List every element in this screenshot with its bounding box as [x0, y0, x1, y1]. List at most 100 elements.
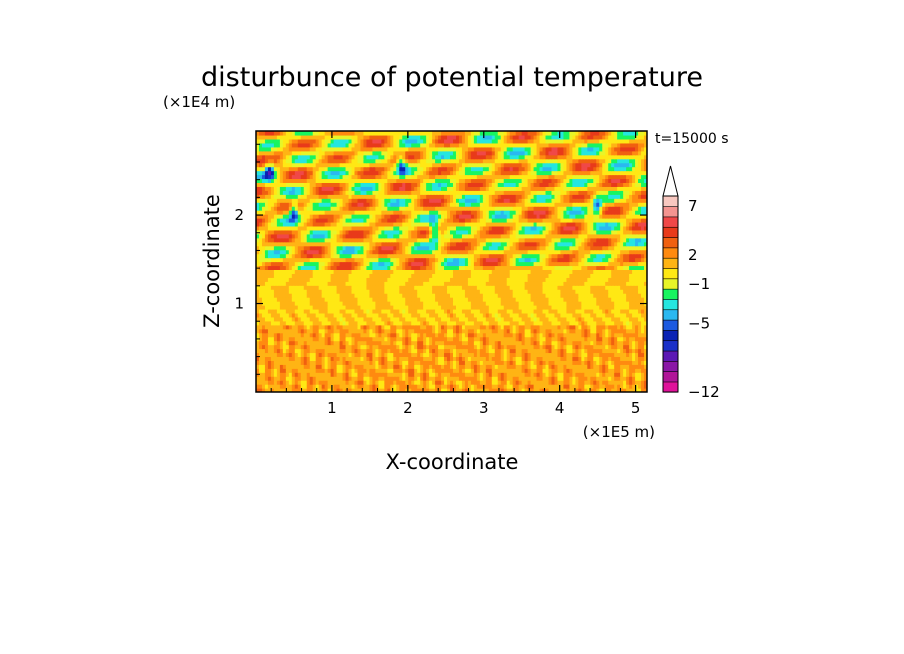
field-cell	[435, 340, 439, 346]
field-cell	[354, 336, 359, 342]
field-cell	[479, 372, 484, 377]
field-cell	[390, 384, 394, 389]
field-cell	[500, 368, 505, 373]
field-cell	[536, 269, 541, 274]
field-cell	[423, 320, 427, 326]
field-cell	[273, 368, 278, 373]
field-cell	[515, 328, 520, 334]
field-cell	[500, 324, 505, 330]
field-cell	[372, 261, 376, 267]
field-cell	[285, 253, 290, 259]
field-cell	[291, 384, 296, 389]
field-cell	[396, 368, 400, 373]
field-cell	[524, 316, 529, 322]
field-cell	[548, 376, 553, 381]
field-cell	[258, 257, 263, 263]
field-cell	[620, 336, 624, 342]
field-cell	[381, 336, 385, 342]
field-cell	[599, 388, 603, 392]
field-cell	[533, 281, 538, 286]
field-cell	[602, 344, 606, 350]
field-cell	[590, 344, 594, 350]
field-cell	[348, 269, 353, 274]
field-cell	[509, 332, 514, 338]
field-cell	[491, 297, 496, 302]
field-cell	[378, 265, 382, 270]
field-cell	[300, 245, 305, 251]
field-cell	[620, 293, 624, 298]
field-cell	[596, 308, 600, 314]
field-cell	[620, 328, 624, 334]
field-cell	[426, 249, 430, 255]
field-cell	[450, 273, 454, 278]
field-cell	[321, 301, 326, 306]
field-cell	[608, 324, 612, 330]
field-cell	[605, 324, 609, 330]
field-cell	[596, 273, 600, 278]
field-cell	[536, 332, 541, 338]
field-cell	[464, 277, 469, 282]
field-cell	[270, 344, 275, 350]
field-cell	[408, 281, 412, 286]
field-cell	[339, 388, 344, 392]
field-cell	[309, 277, 314, 282]
field-cell	[339, 328, 344, 334]
field-cell	[644, 245, 647, 251]
field-cell	[348, 336, 353, 342]
field-cell	[479, 344, 484, 350]
field-cell	[620, 368, 624, 373]
field-cell	[354, 364, 359, 369]
field-cell	[256, 384, 260, 389]
field-cell	[593, 289, 597, 294]
field-cell	[324, 356, 329, 361]
field-cell	[411, 320, 415, 326]
field-cell	[333, 301, 338, 306]
field-cell	[387, 312, 391, 318]
field-cell	[455, 245, 460, 251]
field-cell	[318, 273, 323, 278]
field-cell	[638, 336, 642, 342]
field-cell	[575, 308, 579, 314]
field-cell	[563, 289, 568, 294]
field-cell	[611, 384, 615, 389]
field-cell	[426, 356, 430, 361]
field-cell	[339, 285, 344, 290]
field-cell	[503, 320, 508, 326]
field-cell	[464, 281, 469, 286]
field-cell	[351, 360, 356, 365]
field-cell	[539, 289, 544, 294]
field-cell	[518, 388, 523, 392]
field-cell	[303, 273, 308, 278]
field-cell	[432, 249, 436, 255]
field-cell	[458, 297, 463, 302]
field-cell	[423, 261, 427, 267]
field-cell	[333, 261, 338, 267]
field-cell	[629, 257, 633, 263]
field-cell	[309, 332, 314, 338]
field-cell	[557, 372, 562, 377]
field-cell	[620, 281, 624, 286]
field-cell	[563, 265, 568, 270]
field-cell	[629, 340, 633, 346]
field-cell	[488, 372, 493, 377]
field-cell	[632, 344, 636, 350]
field-cell	[327, 320, 332, 326]
field-cell	[455, 293, 460, 298]
field-cell	[444, 308, 448, 314]
field-cell	[560, 312, 565, 318]
field-cell	[264, 336, 269, 342]
field-cell	[321, 261, 326, 267]
field-cell	[536, 376, 541, 381]
field-cell	[423, 336, 427, 342]
field-cell	[488, 344, 493, 350]
field-cell	[291, 293, 296, 298]
field-cell	[438, 257, 442, 263]
field-cell	[288, 293, 293, 298]
field-cell	[620, 372, 624, 377]
field-cell	[518, 352, 523, 357]
field-cell	[279, 388, 284, 392]
field-cell	[450, 344, 454, 350]
field-cell	[545, 356, 550, 361]
field-cell	[333, 305, 338, 310]
field-cell	[479, 316, 484, 322]
